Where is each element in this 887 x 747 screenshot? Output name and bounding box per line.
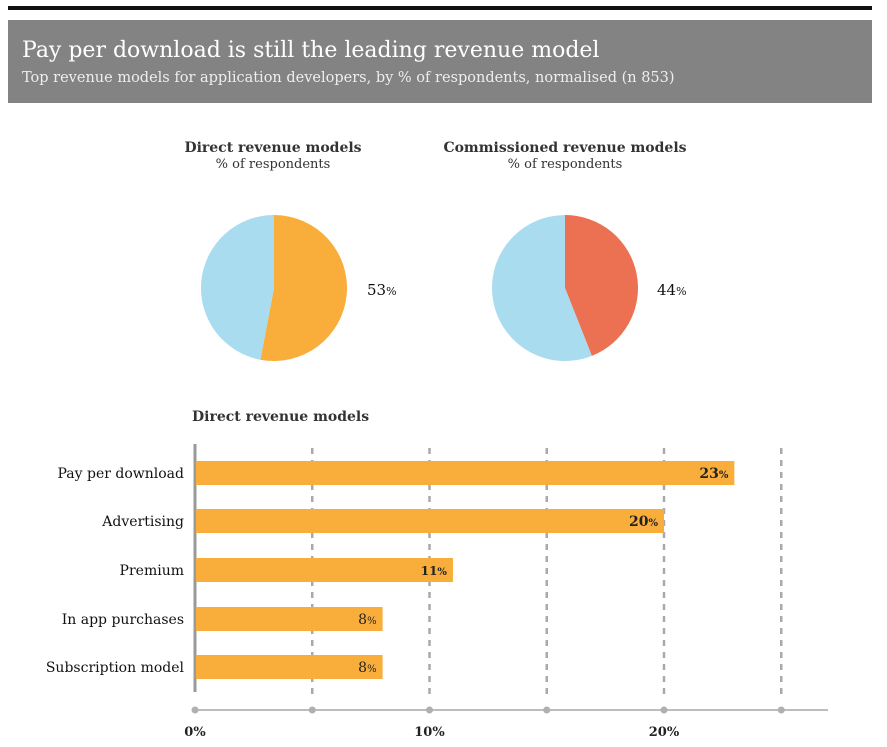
bar-value-label: 8% xyxy=(358,612,376,628)
top-rule xyxy=(8,6,872,10)
bar xyxy=(196,558,453,582)
pie-direct-subtitle: % of respondents xyxy=(215,157,331,172)
bar xyxy=(196,655,383,679)
category-label: In app purchases xyxy=(62,612,184,628)
category-label: Advertising xyxy=(101,514,184,530)
page-subtitle: Top revenue models for application devel… xyxy=(22,70,675,86)
page-title: Pay per download is still the leading re… xyxy=(22,38,600,63)
x-axis-marker xyxy=(308,706,316,714)
x-tick-label: 20% xyxy=(649,725,680,740)
bar-chart-direct-revenue: 0% 10% 20% Pay per download 23% Advertising 20… xyxy=(46,444,828,740)
pie-commissioned-revenue xyxy=(492,215,638,361)
pie-direct-title: Direct revenue models xyxy=(184,140,362,156)
x-tick-label: 10% xyxy=(414,725,445,740)
bar-value-label: 8% xyxy=(358,660,376,676)
pie-commissioned-label: 44% xyxy=(657,281,687,299)
header-banner: Pay per download is still the leading re… xyxy=(8,20,872,103)
pie-commissioned-value: 44 xyxy=(657,281,677,299)
pie-commissioned-unit: % xyxy=(676,285,687,298)
pie-commissioned-slice-1 xyxy=(492,215,592,361)
x-axis-marker xyxy=(660,706,668,714)
bar xyxy=(196,461,735,485)
x-axis-marker xyxy=(191,706,199,714)
x-axis-marker xyxy=(426,706,433,714)
bar-value-label: 23% xyxy=(699,466,728,482)
category-label: Subscription model xyxy=(46,660,185,676)
pie-direct-value: 53 xyxy=(367,281,387,299)
x-axis-marker xyxy=(543,706,551,714)
pie-direct-label: 53% xyxy=(367,281,397,299)
x-tick-label: 0% xyxy=(184,725,206,740)
category-label: Pay per download xyxy=(58,466,185,482)
bar xyxy=(196,509,664,533)
pie-direct-slice-1 xyxy=(200,215,274,360)
pie-direct-revenue xyxy=(200,215,347,361)
pie-direct-slice-0 xyxy=(260,215,347,361)
bar-chart-title: Direct revenue models xyxy=(192,409,370,425)
bar-value-label: 20% xyxy=(629,514,658,530)
category-label: Premium xyxy=(120,563,184,579)
pie-direct-unit: % xyxy=(386,285,397,298)
bar xyxy=(196,607,383,631)
pie-commissioned-title: Commissioned revenue models xyxy=(443,140,687,156)
pie-commissioned-subtitle: % of respondents xyxy=(507,157,623,172)
bar-value-label: 11% xyxy=(421,564,448,578)
pie-commissioned-slice-0 xyxy=(565,215,638,356)
x-axis-marker xyxy=(777,706,785,714)
